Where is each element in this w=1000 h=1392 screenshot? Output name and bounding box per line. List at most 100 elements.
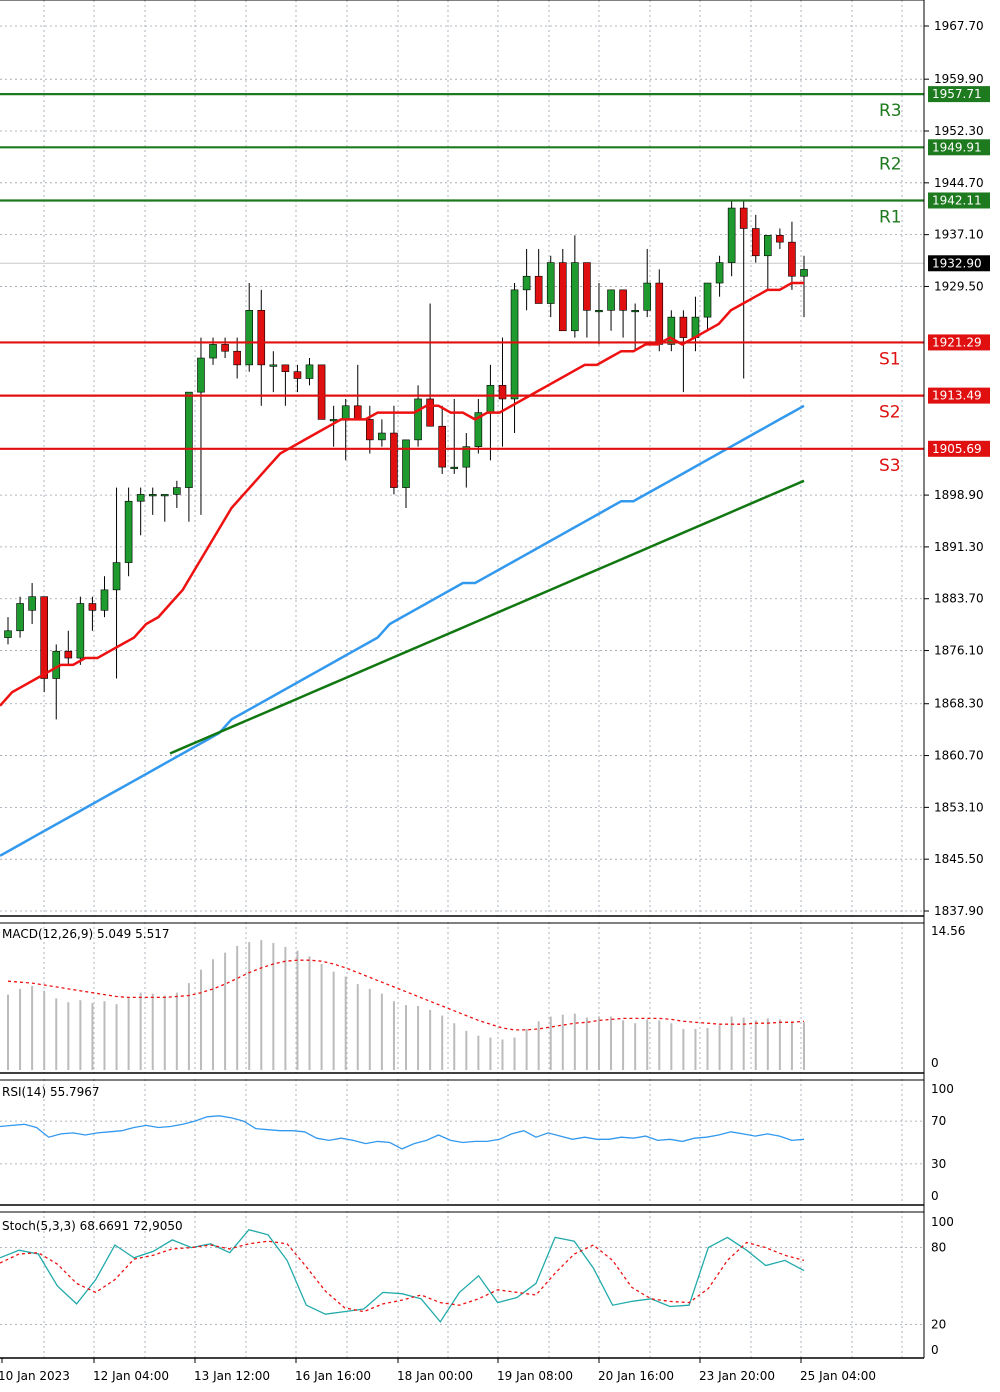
macd-y-label: 14.56 [931,924,965,938]
candle-body [655,282,664,345]
candle-body [426,398,434,427]
level-price-tag [928,86,990,103]
candle-body [764,235,772,257]
macd-y-label: 0 [931,1056,939,1070]
candle-body [715,262,724,284]
grid [0,0,924,1358]
y-tick-label: 1891.30 [934,540,984,554]
stoch-y-label: 80 [931,1241,946,1255]
candle-body [558,262,567,332]
candle-body [221,344,229,352]
y-tick-label: 1845.50 [934,852,984,866]
y-tick-label: 1929.50 [934,279,984,293]
stoch-title: Stoch(5,3,3) 68.6691 72,9050 [2,1219,183,1233]
y-tick-label: 1959.90 [934,72,984,86]
candle-body [173,487,181,495]
level-label-r2: R2 [879,154,902,174]
level-label-s2: S2 [879,403,901,423]
ma-mid-line [0,404,805,857]
candle-body [112,562,121,591]
level-label-r3: R3 [879,101,902,121]
stoch-y-label: 100 [931,1215,954,1229]
candle-body [462,446,471,468]
y-tick-label: 1837.90 [934,904,984,918]
y-tick-label: 1898.90 [934,488,984,502]
x-tick-label: 10 Jan 2023 [0,1369,70,1383]
candle-body [727,207,736,263]
rsi-panel: RSI(14) 55.7967 100 70 30 0 [0,1082,954,1203]
candle-body [667,316,676,345]
rsi-title: RSI(14) 55.7967 [2,1085,100,1099]
candle-body [739,207,748,229]
x-tick-label: 20 Jan 16:00 [598,1369,674,1383]
level-price-tag [928,334,990,351]
level-price-tag [928,139,990,156]
stoch-y-label: 20 [931,1317,946,1331]
stoch-k-line [0,1228,805,1323]
candle-body [486,385,495,413]
candle-body [546,262,555,304]
candle-body [438,425,446,468]
x-tick-label: 25 Jan 04:00 [800,1369,876,1383]
candle-body [4,630,12,638]
candle-body [16,603,24,632]
candle-body [88,603,97,611]
rsi-y-label: 0 [931,1189,939,1203]
candle-body [522,275,531,291]
candle-body [571,262,579,332]
candle-body [269,364,278,367]
level-price-label: 1957.71 [932,87,982,101]
candle-body [40,596,48,679]
candle-body [257,310,266,366]
candle-body [534,275,543,304]
candle-body [378,432,386,441]
y-tick-label: 1853.10 [934,800,984,814]
y-tick-label: 1860.70 [934,749,984,763]
y-tick-label: 1952.30 [934,124,984,138]
candle-body [583,262,591,311]
candle-body [390,432,398,488]
y-tick-label: 1937.10 [934,228,984,242]
rsi-line [0,1115,805,1150]
candle-body [100,589,109,611]
candle-body [679,316,688,338]
candle-body [450,466,459,469]
x-tick-label: 13 Jan 12:00 [194,1369,270,1383]
y-tick-label: 1876.10 [934,644,984,658]
time-axis: 10 Jan 2023 12 Jan 04:00 13 Jan 12:00 16 Ja… [0,1358,876,1383]
y-tick-label: 1883.70 [934,592,984,606]
candle-body [353,405,362,420]
candle-body [233,350,241,366]
x-tick-label: 19 Jan 08:00 [497,1369,573,1383]
panel-frames [0,0,925,1359]
candle-body [788,241,796,277]
level-price-tag [928,387,990,404]
candle-body [776,235,784,243]
stoch-y-label: 0 [931,1343,939,1357]
level-label-s1: S1 [879,349,901,369]
x-tick-label: 12 Jan 04:00 [93,1369,169,1383]
candle-body [28,596,36,611]
candle-body [510,289,519,400]
rsi-y-label: 30 [931,1157,946,1171]
candle-body [607,289,615,311]
candle-body [751,228,760,257]
level-label-s3: S3 [879,456,901,476]
candle-body [136,494,145,502]
macd-panel: MACD(12,26,9) 5.049 5.517 14.56 0 [2,924,965,1070]
level-price-label: 1913.49 [932,389,982,403]
candle-body [498,385,507,400]
rsi-y-label: 70 [931,1114,946,1128]
candle-body [703,282,712,318]
ma-slow-line [169,479,805,755]
macd-signal-line [7,959,805,1031]
level-price-tag [928,440,990,457]
candle-body [185,391,193,488]
candle-body [619,289,627,311]
candle-body [293,371,302,379]
y-tick-label: 1967.70 [934,19,984,33]
candle-body [631,310,639,313]
level-price-label: 1942.11 [932,193,982,207]
candle-body [317,364,326,420]
